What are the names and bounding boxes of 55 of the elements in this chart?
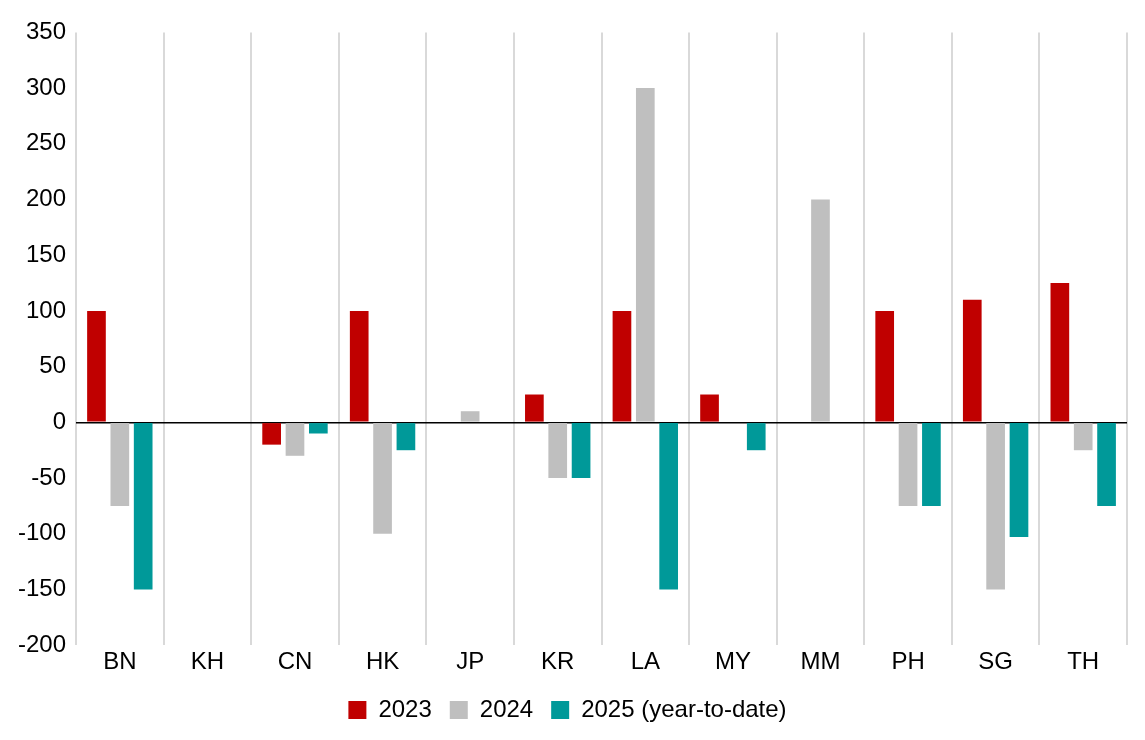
y-tick-label: 100 (25, 295, 67, 323)
bar (262, 423, 281, 445)
bar (659, 423, 678, 590)
x-tick-label: TH (1067, 647, 1100, 675)
bar (898, 423, 918, 506)
bar (1097, 423, 1116, 506)
y-tick-label: -100 (17, 518, 67, 546)
y-tick-label: -150 (17, 574, 67, 602)
y-tick-label: 350 (25, 17, 67, 45)
x-tick-label: MM (800, 647, 841, 675)
y-tick-label: 250 (25, 128, 67, 156)
x-tick-label: LA (630, 647, 660, 675)
bar (1073, 423, 1093, 451)
x-tick-label: CN (277, 647, 313, 675)
bar (612, 310, 632, 422)
legend-label: 2024 (479, 694, 534, 722)
bar (986, 423, 1005, 590)
y-tick-label: 50 (39, 351, 67, 379)
bar (373, 423, 392, 534)
bar (1009, 423, 1029, 538)
y-tick-label: 200 (25, 184, 67, 212)
bar (700, 394, 719, 422)
x-tick-label: MY (714, 647, 751, 675)
legend-label: 2025 (year-to-date) (581, 694, 787, 722)
x-tick-label: HK (365, 647, 400, 675)
bar (635, 88, 655, 422)
y-tick-label: 0 (52, 406, 67, 434)
legend-label: 2023 (378, 694, 432, 722)
bar (460, 411, 480, 422)
x-tick-label: SG (978, 647, 1013, 675)
bar (962, 299, 982, 422)
bar (285, 423, 305, 456)
bar (922, 423, 941, 506)
y-tick-label: -50 (31, 462, 67, 490)
bar (548, 423, 568, 479)
bar (571, 423, 591, 479)
x-tick-label: PH (891, 647, 925, 675)
bar (110, 423, 130, 506)
bar (875, 310, 895, 422)
bar (1050, 283, 1070, 422)
bar (309, 423, 328, 434)
bar (811, 199, 830, 422)
x-tick-label: KH (190, 647, 225, 675)
x-tick-label: JP (456, 647, 485, 675)
y-tick-label: 300 (25, 72, 67, 100)
y-tick-label: -200 (17, 629, 67, 657)
y-tick-label: 150 (25, 239, 67, 267)
x-tick-label: BN (103, 647, 137, 675)
bar (133, 423, 153, 590)
bar (746, 423, 766, 451)
x-tick-label: KR (541, 647, 575, 675)
bar (525, 394, 544, 422)
bar (87, 310, 106, 422)
bar (396, 423, 416, 451)
bar (349, 310, 369, 422)
